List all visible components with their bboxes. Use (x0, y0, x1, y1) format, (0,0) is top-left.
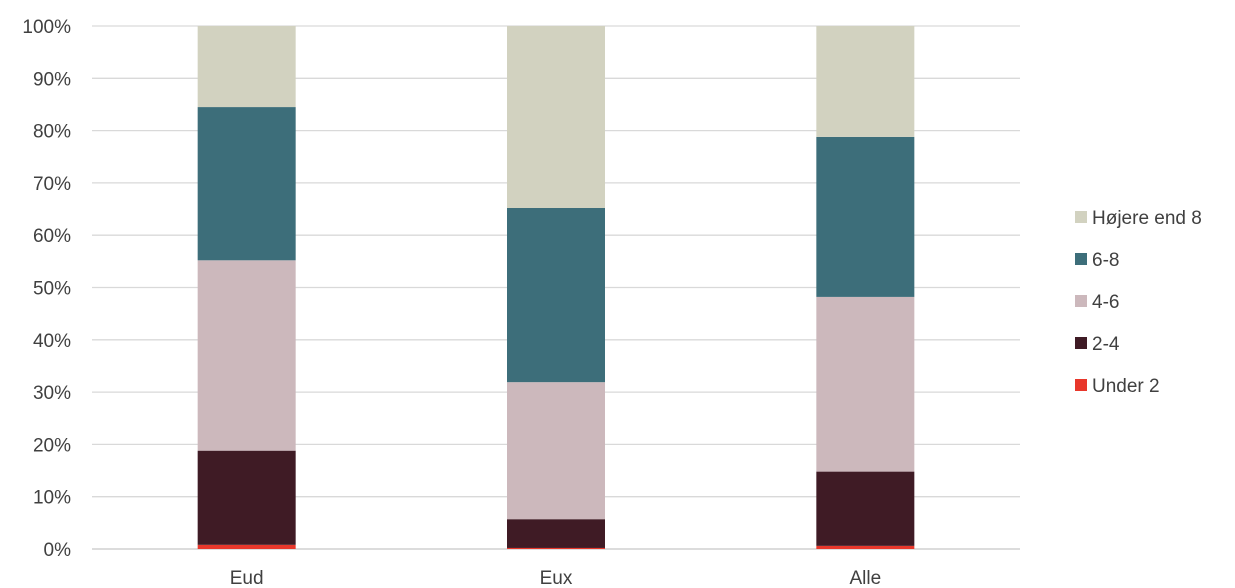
legend-label: Højere end 8 (1092, 208, 1202, 229)
legend-item: 6-8 (1075, 250, 1119, 271)
legend-swatch (1075, 379, 1087, 391)
bar-segment (197, 26, 296, 108)
legend-label: 2-4 (1092, 334, 1120, 355)
y-tick-label: 90% (33, 69, 71, 90)
y-tick-label: 30% (33, 383, 71, 404)
bar-segment (197, 107, 296, 261)
bar-segment (507, 547, 605, 549)
bar-segment (507, 208, 605, 383)
y-tick-label: 80% (33, 122, 71, 143)
bar-segment (197, 450, 296, 545)
x-tick-label: Alle (849, 568, 881, 588)
y-tick-label: 60% (33, 226, 71, 247)
legend-swatch (1075, 337, 1087, 349)
legend-item: Under 2 (1075, 376, 1160, 397)
bar-stack-eud (197, 26, 296, 549)
y-tick-label: 70% (33, 174, 71, 195)
y-tick-label: 100% (22, 17, 71, 38)
legend-swatch (1075, 253, 1087, 265)
bar-segment (816, 296, 915, 472)
legend-swatch (1075, 211, 1087, 223)
legend-label: 6-8 (1092, 250, 1119, 271)
legend-swatch (1075, 295, 1087, 307)
y-tick-label: 40% (33, 331, 71, 352)
bar-segment (816, 545, 915, 549)
y-tick-label: 10% (33, 488, 71, 509)
y-tick-label: 0% (44, 540, 72, 561)
bar-segment (507, 519, 605, 548)
legend-label: 4-6 (1092, 292, 1119, 313)
legend-item: Højere end 8 (1075, 208, 1202, 229)
y-tick-label: 50% (33, 279, 71, 300)
y-tick-label: 20% (33, 435, 71, 456)
legend-item: 4-6 (1075, 292, 1119, 313)
x-tick-label: Eud (230, 568, 264, 588)
legend-label: Under 2 (1092, 376, 1160, 397)
legend-item: 2-4 (1075, 334, 1120, 355)
bar-segment (197, 260, 296, 451)
x-axis-ticks: Eud Eux Alle (230, 568, 881, 588)
bar-stack-eux (507, 26, 605, 549)
bar-segment (507, 382, 605, 520)
bar-segment (197, 544, 296, 549)
bar-segment (816, 26, 915, 137)
legend: Højere end 8 6-8 4-6 2-4 Under 2 (1075, 208, 1202, 397)
y-axis-ticks: 0% 10% 20% 30% 40% 50% 60% 70% 80% 90% 100% (22, 17, 71, 561)
bar-segment (507, 26, 605, 209)
bar-stack-alle (816, 26, 915, 549)
bars (197, 26, 915, 549)
x-tick-label: Eux (540, 568, 573, 588)
bar-segment (816, 471, 915, 546)
bar-segment (816, 136, 915, 297)
